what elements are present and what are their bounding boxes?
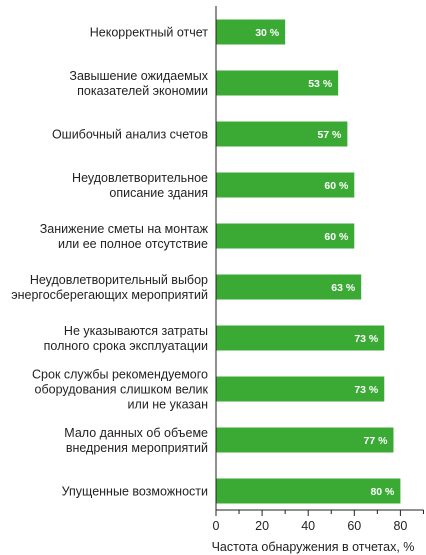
category-label-line: Неудовлетворительное <box>72 171 208 185</box>
data-label: 60 % <box>324 231 349 243</box>
data-label: 57 % <box>317 129 342 141</box>
category-label: Занижение сметы на монтаж или ее полное о… <box>40 222 209 251</box>
category-label-line: Некорректный отчет <box>90 26 209 40</box>
category-label: Упущенные возможности <box>62 485 208 499</box>
category-label-line: или ее полное отсутствие <box>58 237 208 251</box>
category-label-line: или не указан <box>128 398 209 412</box>
x-axis: 0 20 40 60 80 <box>213 6 424 533</box>
x-tick-label: 0 <box>213 519 220 533</box>
category-label-line: Ошибочный анализ счетов <box>52 128 208 142</box>
data-label: 73 % <box>354 333 379 345</box>
category-label-line: внедрения мероприятий <box>66 441 208 455</box>
category-label-line: энергосберегающих мероприятий <box>11 288 208 302</box>
bar <box>216 121 348 147</box>
bar <box>216 427 394 453</box>
x-tick-label: 80 <box>393 519 407 533</box>
category-label: Некорректный отчет <box>90 26 209 40</box>
data-label: 53 % <box>308 78 333 90</box>
category-label-line: описание здания <box>109 186 208 200</box>
category-label-line: Мало данных об объеме <box>64 426 208 440</box>
data-label: 63 % <box>331 282 356 294</box>
x-tick-label: 60 <box>347 519 361 533</box>
category-label-line: Срок службы рекомендуемого <box>32 368 208 382</box>
bar <box>216 19 286 45</box>
bar <box>216 478 401 504</box>
category-label: Завышение ожидаемых показателей экономии <box>69 69 208 98</box>
data-label: 60 % <box>324 180 349 192</box>
category-label: Срок службы рекомендуемого оборудования с… <box>32 368 209 412</box>
bars-layer: 30 % 53 % 57 % 60 % 60 % 63 % 73 % 73 % 77 % 80 % <box>216 19 401 504</box>
category-labels-layer: Некорректный отчет Завышение ожидаемых пок… <box>11 26 209 499</box>
category-label-line: показателей экономии <box>77 84 208 98</box>
category-label-line: Упущенные возможности <box>62 485 208 499</box>
bar <box>216 325 385 351</box>
data-label: 73 % <box>354 384 379 396</box>
category-label: Мало данных об объеме внедрения мероприят… <box>64 426 208 455</box>
bar <box>216 274 362 300</box>
bar <box>216 376 385 402</box>
category-label: Ошибочный анализ счетов <box>52 128 208 142</box>
category-label: Не указываются затраты полного срока эксп… <box>44 324 208 353</box>
category-label: Неудовлетворительный выбор энергосберегаю… <box>11 273 208 302</box>
category-label-line: Не указываются затраты <box>64 324 208 338</box>
bar <box>216 70 339 96</box>
category-label-line: Неудовлетворительный выбор <box>30 273 208 287</box>
category-label: Неудовлетворительное описание здания <box>72 171 208 200</box>
bar <box>216 172 355 198</box>
data-label: 30 % <box>255 27 280 39</box>
category-label-line: полного срока эксплуатации <box>44 339 208 353</box>
data-label: 77 % <box>364 435 389 447</box>
category-label-line: оборудования слишком велик <box>35 383 209 397</box>
data-label: 80 % <box>370 486 395 498</box>
category-label-line: Завышение ожидаемых <box>69 69 208 83</box>
x-tick-label: 40 <box>301 519 315 533</box>
x-axis-title: Частота обнаружения в отчетах, % <box>212 540 415 554</box>
x-tick-label: 20 <box>255 519 269 533</box>
category-label-line: Занижение сметы на монтаж <box>40 222 209 236</box>
bar <box>216 223 355 249</box>
